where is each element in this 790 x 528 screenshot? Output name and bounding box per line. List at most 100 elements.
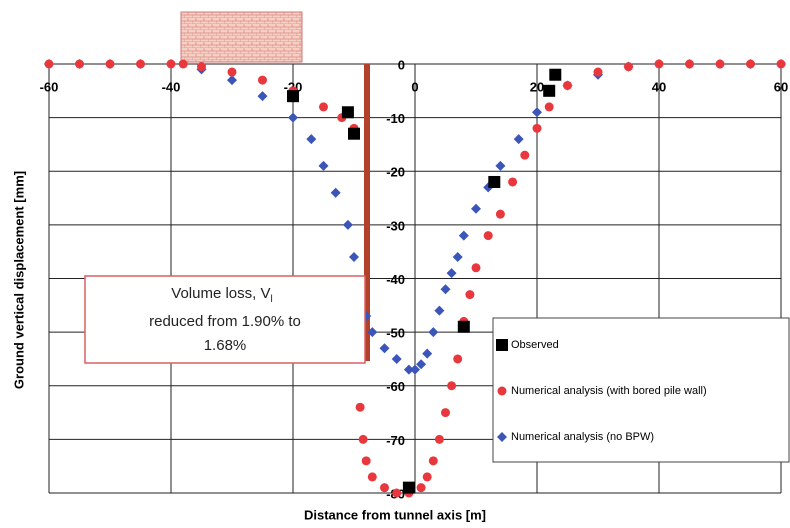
marker — [520, 150, 530, 160]
x-axis-label: Distance from tunnel axis [m] — [304, 507, 486, 522]
x-tick-label: 0 — [411, 79, 418, 94]
marker — [434, 305, 445, 316]
marker — [319, 102, 328, 112]
annotation-text: 1.68% — [204, 337, 247, 354]
marker — [776, 59, 786, 69]
marker — [227, 67, 237, 77]
legend-marker — [496, 339, 508, 351]
y-axis-label: Ground vertical displacement [mm] — [11, 171, 26, 389]
marker — [549, 68, 562, 81]
marker — [318, 160, 329, 171]
marker — [178, 59, 188, 69]
marker — [654, 59, 664, 69]
marker — [341, 106, 354, 119]
marker — [166, 59, 176, 69]
annotation-box — [84, 275, 366, 364]
marker — [452, 252, 463, 263]
y-tick-label: -20 — [386, 165, 405, 180]
marker — [402, 481, 415, 494]
marker — [367, 327, 378, 338]
marker — [306, 134, 317, 145]
legend: Observed Numerical analysis (with bored p… — [492, 317, 790, 463]
marker — [288, 112, 298, 123]
marker — [348, 127, 360, 140]
x-tick-label: 60 — [774, 79, 788, 94]
y-tick-label: -70 — [386, 433, 405, 448]
building — [180, 11, 303, 63]
marker — [543, 84, 556, 97]
legend-label: Observed — [511, 339, 559, 351]
y-tick-label: -10 — [386, 111, 405, 126]
marker — [257, 91, 268, 102]
marker — [361, 456, 371, 466]
marker — [44, 59, 54, 69]
y-tick-label: 0 — [398, 57, 405, 72]
grid: 0-10-20-30-40-50-60-70-80-60-40-20020406… — [40, 57, 789, 501]
marker — [358, 434, 368, 444]
marker — [513, 134, 524, 145]
marker — [495, 209, 505, 219]
marker — [441, 408, 450, 418]
marker — [355, 402, 365, 412]
marker — [563, 80, 572, 90]
annotation-text: reduced from 1.90% to — [149, 313, 301, 330]
legend-marker — [497, 386, 507, 396]
marker — [532, 123, 542, 133]
marker — [457, 320, 470, 333]
legend-box — [492, 317, 790, 463]
marker — [330, 187, 341, 198]
x-tick-label: 20 — [530, 79, 544, 94]
marker — [434, 434, 444, 444]
marker — [446, 268, 457, 279]
marker — [483, 231, 493, 241]
marker — [416, 359, 427, 370]
marker — [440, 284, 451, 295]
marker — [422, 348, 433, 359]
marker — [379, 343, 390, 354]
marker — [391, 353, 402, 364]
marker — [453, 354, 463, 364]
marker — [508, 177, 518, 187]
marker — [349, 252, 359, 263]
marker — [258, 75, 267, 85]
y-tick-label: -50 — [386, 326, 405, 341]
marker — [287, 90, 299, 103]
marker — [471, 263, 481, 273]
marker — [624, 62, 633, 72]
y-tick-label: -30 — [386, 218, 405, 233]
legend-label: Numerical analysis (with bored pile wall… — [511, 385, 707, 397]
marker — [197, 62, 206, 72]
y-tick-label: -40 — [386, 272, 405, 287]
marker — [428, 456, 438, 466]
marker — [342, 219, 353, 230]
marker — [380, 483, 389, 493]
marker — [403, 364, 414, 375]
x-tick-label: -60 — [40, 79, 59, 94]
marker — [495, 160, 506, 171]
marker — [532, 107, 542, 118]
y-tick-label: -60 — [386, 379, 405, 394]
marker — [488, 175, 501, 188]
annotation: Volume loss, Vl reduced from 1.90% to 1.… — [84, 275, 366, 364]
marker — [136, 59, 145, 69]
marker — [367, 472, 377, 482]
marker — [105, 59, 115, 69]
legend-marker — [497, 432, 507, 442]
legend-label: Numerical analysis (no BPW) — [511, 431, 654, 443]
marker — [422, 472, 432, 482]
marker — [416, 483, 426, 493]
marker — [227, 75, 237, 86]
x-tick-label: -40 — [162, 79, 181, 94]
marker — [746, 59, 755, 69]
marker — [465, 290, 475, 300]
annotation-text: Volume loss, Vl — [171, 285, 272, 305]
marker — [471, 203, 481, 214]
marker — [685, 59, 694, 69]
marker — [447, 381, 457, 391]
marker — [593, 67, 603, 77]
bored-pile-wall — [364, 64, 370, 361]
x-tick-label: 40 — [652, 79, 666, 94]
marker — [544, 102, 554, 112]
marker — [715, 59, 725, 69]
